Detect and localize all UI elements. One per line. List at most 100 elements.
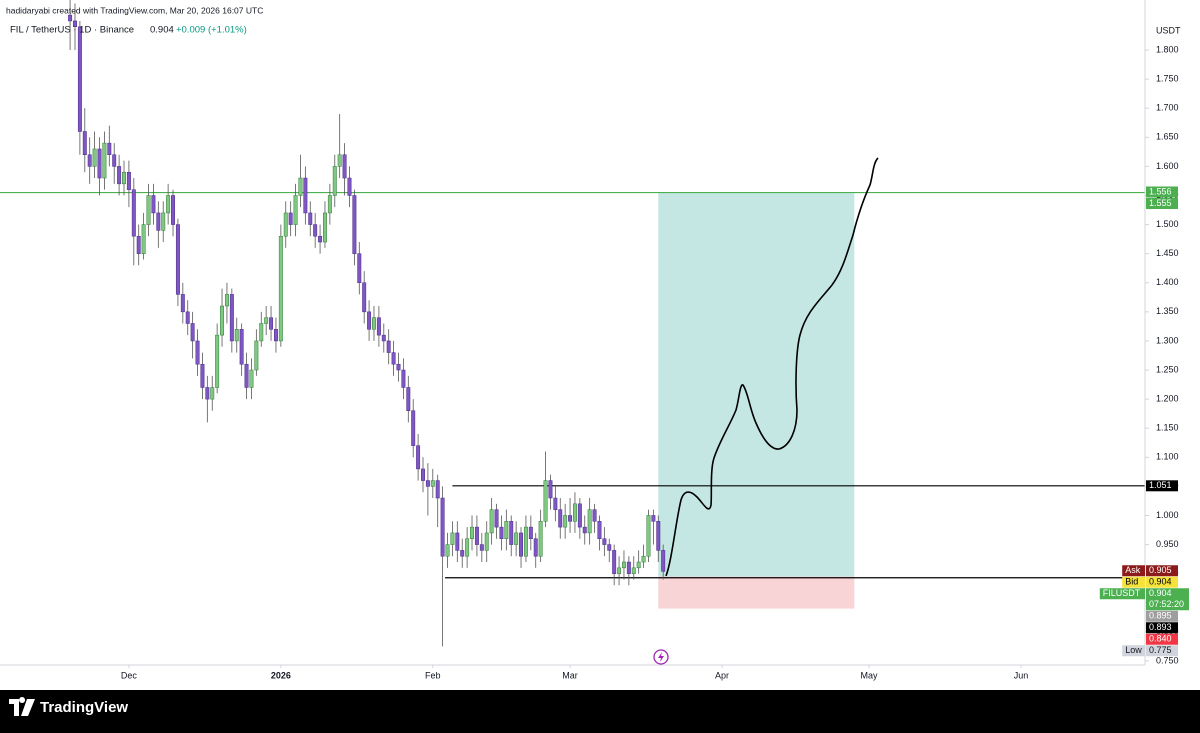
candle-body [146, 195, 151, 225]
price-tag-name: Low [1125, 645, 1142, 655]
hand-drawn-path [665, 157, 879, 577]
candle-body [582, 526, 587, 534]
price-tag-label: 1.555 [1149, 198, 1172, 208]
candle-body [416, 445, 421, 470]
candle-body [391, 352, 396, 365]
price-tag-label: 0.904 [1149, 577, 1172, 587]
candle-body [411, 410, 416, 446]
brand: TradingView [40, 699, 128, 716]
x-tick-label: Mar [562, 670, 578, 680]
candle-body [597, 521, 602, 539]
price-tag [1146, 480, 1178, 492]
price-tag [1146, 645, 1178, 657]
candle-body [273, 329, 278, 342]
y-tick-label: 1.150 [1156, 423, 1179, 433]
candle-body [528, 526, 533, 539]
price-tag-countdown: 07:52:20 [1149, 599, 1184, 609]
candle-body [229, 294, 234, 342]
candle-body [126, 171, 131, 190]
y-tick-label: 1.750 [1156, 74, 1179, 84]
candle-body [430, 480, 435, 487]
candle-body [626, 561, 631, 574]
candle-body [210, 387, 215, 400]
profit-zone [658, 192, 855, 577]
y-tick-label: 1.250 [1156, 364, 1179, 374]
last-price: 0.904 [150, 25, 174, 36]
candle-body [538, 521, 543, 557]
candle-body [612, 550, 617, 574]
candle-body [572, 503, 577, 522]
candle-body [342, 154, 347, 179]
price-tag [1146, 565, 1178, 577]
candle-body [450, 532, 455, 545]
x-tick-label: Dec [121, 670, 138, 680]
candle-body [244, 363, 249, 388]
candle-body [131, 189, 136, 237]
candle-body [215, 334, 220, 388]
candle-body [357, 253, 362, 284]
price-change: +0.009 (+1.01%) [176, 25, 247, 36]
candle-body [641, 555, 646, 563]
price-tag [1146, 576, 1178, 588]
candle-body [587, 509, 592, 534]
candle-body [278, 235, 283, 342]
candle-body [474, 526, 479, 545]
candle-body [553, 497, 558, 510]
replay-icon[interactable] [653, 649, 669, 665]
credit: hadidaryabi created with TradingView.com… [6, 5, 263, 15]
candle-body [470, 526, 474, 539]
candle-body [92, 148, 97, 167]
candle-body [308, 212, 313, 225]
y-tick-label: 1.600 [1156, 161, 1179, 171]
candle-body [421, 468, 425, 481]
candle-body [175, 224, 180, 295]
candle-body [440, 497, 445, 557]
candle-body [592, 509, 597, 522]
candle-body [249, 369, 254, 388]
y-tick-label: 1.450 [1156, 248, 1179, 258]
candle-body [514, 532, 519, 545]
candle-body [283, 212, 288, 237]
candle-body [185, 311, 190, 324]
y-tick-label: 1.700 [1156, 103, 1179, 113]
price-tag-label: 1.556 [1149, 186, 1172, 196]
price-tag-label: 0.905 [1149, 565, 1172, 575]
candle-body [337, 154, 342, 167]
candle-body [465, 538, 470, 557]
candle-body [200, 363, 205, 388]
candle-body [180, 294, 185, 313]
candle-body [484, 532, 489, 551]
candle-body [489, 509, 494, 534]
candle-body [234, 329, 239, 342]
currency: USDT [1156, 25, 1181, 35]
candle-body [607, 544, 612, 551]
candle-body [190, 323, 195, 342]
candle-body [323, 212, 327, 243]
candle-body [87, 154, 92, 167]
candle-body [435, 480, 440, 499]
candle-body [519, 532, 523, 557]
candle-body [577, 503, 582, 528]
candle-body [362, 282, 367, 313]
y-tick-label: 1.800 [1156, 44, 1179, 54]
candle-body [205, 387, 210, 400]
y-tick-label: 0.750 [1156, 655, 1179, 665]
x-tick-label: 2026 [271, 670, 291, 680]
candle-body [509, 521, 514, 545]
candle-body [563, 515, 568, 528]
candle-body [494, 509, 499, 528]
candle-body [112, 154, 117, 167]
candle-body [372, 317, 376, 330]
candle-body [602, 538, 607, 545]
price-tag [1146, 186, 1178, 198]
candle-body [171, 195, 175, 225]
y-tick-label: 1.650 [1156, 132, 1179, 142]
chart-background [0, 0, 1200, 690]
candle-body [288, 212, 293, 225]
candle-body [548, 480, 553, 499]
price-tag-name-box [1122, 565, 1145, 577]
candle-body [381, 334, 386, 342]
candle-body [313, 224, 318, 237]
candle-body [455, 532, 460, 551]
candle-body [661, 550, 666, 572]
